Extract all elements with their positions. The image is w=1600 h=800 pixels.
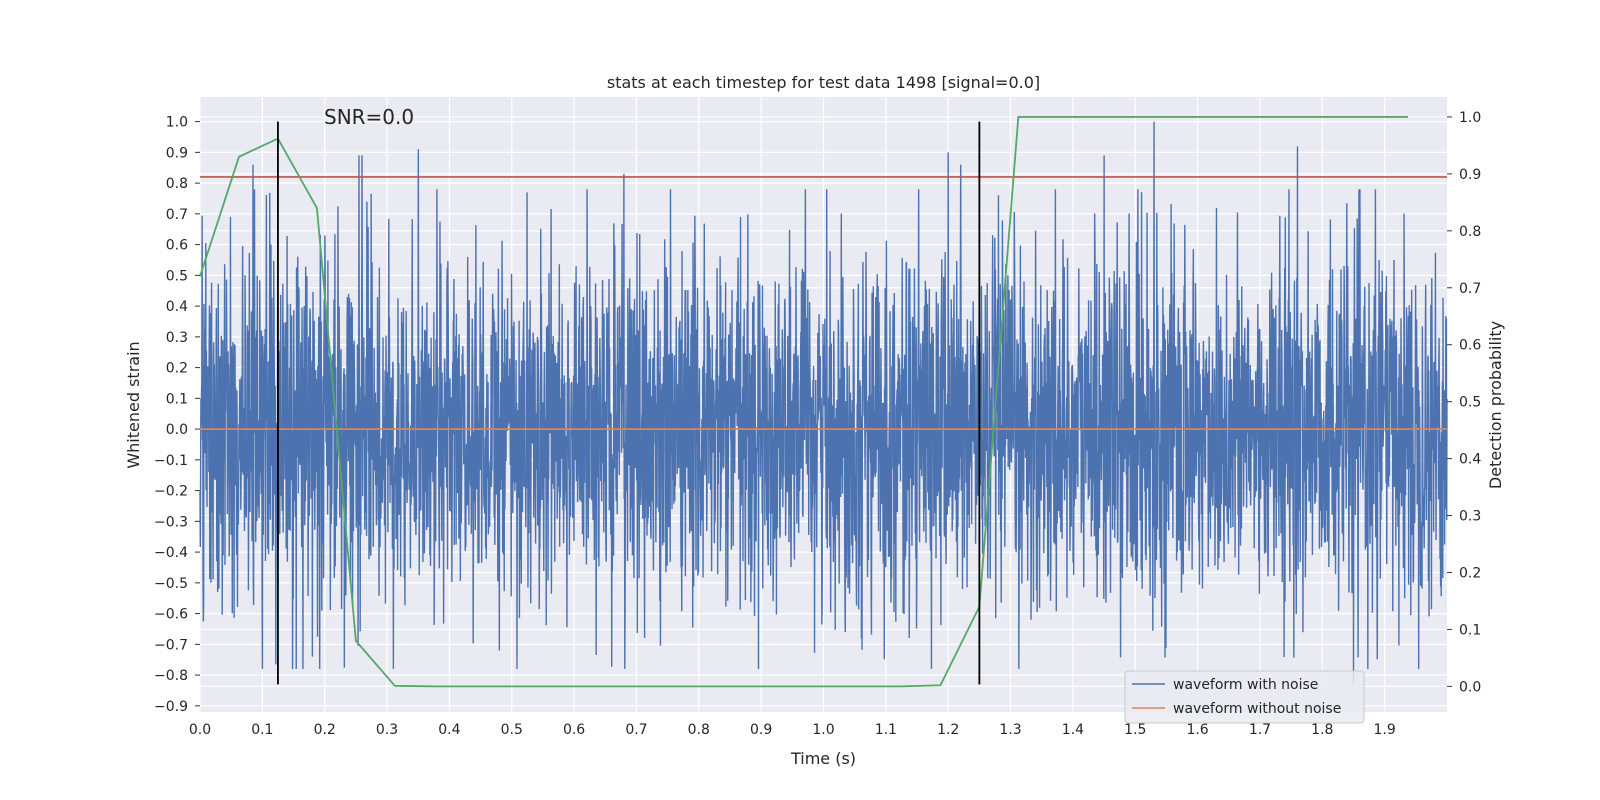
y-tick-label: −0.1 [154,453,188,469]
y-tick-label: −0.2 [154,484,188,500]
y2-tick-label: 0.5 [1459,395,1481,411]
x-tick-label: 1.0 [812,722,834,738]
y2-tick-label: 0.4 [1459,452,1481,468]
legend-label-noise: waveform with noise [1173,677,1318,693]
x-tick-label: 0.1 [251,722,273,738]
y2-tick-label: 1.0 [1459,110,1481,126]
y-tick-label: 0.3 [166,330,188,346]
chart-title: stats at each timestep for test data 149… [607,73,1040,92]
y2-tick-label: 0.3 [1459,509,1481,525]
y-tick-label: 0.8 [166,176,188,192]
y-tick-label: 0.7 [166,207,188,223]
y2-tick-label: 0.6 [1459,338,1481,354]
y2-tick-label: 0.2 [1459,565,1481,581]
y-tick-label: −0.7 [154,637,188,653]
y-tick-label: 0.9 [166,145,188,161]
legend-box [1124,670,1365,724]
y-tick-label: 0.1 [166,391,188,407]
x-axis-label: Time (s) [790,749,856,768]
y-axis-label: Whitened strain [124,341,143,468]
y2-tick-label: 0.9 [1459,167,1481,183]
x-tick-label: 0.4 [438,722,460,738]
x-tick-label: 0.7 [625,722,647,738]
legend: waveform with noise waveform without noi… [1124,670,1365,724]
y2-tick-label: 0.1 [1459,622,1481,638]
x-tick-label: 0.3 [376,722,398,738]
x-tick-label: 1.2 [937,722,959,738]
x-tick-label: 0.2 [314,722,336,738]
x-tick-label: 1.9 [1374,722,1396,738]
y2-tick-label: 0.0 [1459,679,1481,695]
y-tick-label: −0.8 [154,668,188,684]
legend-label-clean: waveform without noise [1173,701,1341,717]
x-tick-label: 1.6 [1186,722,1208,738]
y-tick-label: −0.6 [154,607,188,623]
x-tick-label: 0.6 [563,722,585,738]
x-tick-label: 0.9 [750,722,772,738]
y-tick-label: −0.4 [154,545,188,561]
y-tick-label: 0.6 [166,238,188,254]
x-tick-label: 1.7 [1249,722,1271,738]
x-tick-label: 1.3 [999,722,1021,738]
y-tick-label: 0.0 [166,422,188,438]
x-tick-label: 1.1 [875,722,897,738]
x-tick-label: 0.0 [189,722,211,738]
y-tick-label: 0.2 [166,361,188,377]
x-tick-label: 0.5 [501,722,523,738]
y2-axis-label: Detection probability [1486,321,1505,489]
y2-tick-label: 0.8 [1459,224,1481,240]
series-layer [199,116,1448,688]
y-tick-label: 0.4 [166,299,188,315]
detection-probability-line [199,116,1409,688]
y-tick-label: −0.9 [154,699,188,715]
ticks: 0.0 0.1 0.2 0.3 0.4 0.5 0.6 0.7 0.8 0.9 1.0 1.1 1.2 1… [154,110,1481,738]
noise-waveform-line [199,121,1448,685]
x-tick-label: 1.8 [1311,722,1333,738]
x-tick-label: 1.4 [1062,722,1084,738]
x-tick-label: 0.8 [688,722,710,738]
y-tick-label: −0.5 [154,576,188,592]
y-tick-label: −0.3 [154,514,188,530]
snr-annotation: SNR=0.0 [324,105,414,129]
y-tick-label: 1.0 [166,115,188,131]
y-tick-label: 0.5 [166,268,188,284]
y2-tick-label: 0.7 [1459,281,1481,297]
x-tick-label: 1.5 [1124,722,1146,738]
